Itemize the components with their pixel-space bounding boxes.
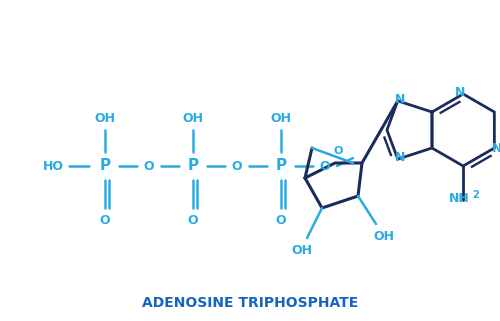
Text: OH: OH [270,111,291,125]
Text: O: O [144,160,154,172]
Text: O: O [276,213,286,227]
Text: OH: OH [374,230,394,242]
Text: HO: HO [42,160,64,172]
Text: OH: OH [292,244,312,256]
Text: O: O [320,160,330,172]
Text: OH: OH [182,111,204,125]
Text: N: N [492,143,500,155]
Text: N: N [394,151,405,164]
Text: ADENOSINE TRIPHOSPHATE: ADENOSINE TRIPHOSPHATE [142,296,358,310]
Text: O: O [188,213,198,227]
Text: 2: 2 [472,190,478,200]
Text: O: O [232,160,242,172]
Text: NH: NH [449,192,469,205]
Text: N: N [455,85,466,99]
Text: P: P [276,159,286,173]
Text: P: P [188,159,198,173]
Text: N: N [394,93,405,106]
Text: O: O [100,213,110,227]
Text: P: P [100,159,110,173]
Text: OH: OH [94,111,116,125]
Text: O: O [334,146,342,156]
